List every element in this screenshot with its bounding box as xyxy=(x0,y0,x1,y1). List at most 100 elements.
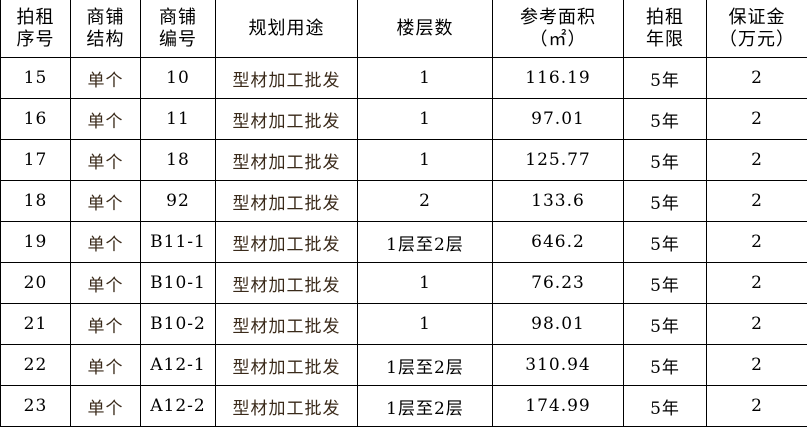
header-line-2: 年限 xyxy=(646,28,684,50)
cell-area: 646.2 xyxy=(492,221,624,263)
cell-lot-number: 17 xyxy=(0,139,71,181)
header-line-1: 商铺 xyxy=(159,6,197,28)
cell-structure: 单个 xyxy=(70,180,141,222)
cell-shop-number: B10-2 xyxy=(140,303,216,345)
header-term: 拍租 年限 xyxy=(623,0,707,58)
cell-planned-use: 型材加工批发 xyxy=(215,344,358,386)
header-shop-number: 商铺 编号 xyxy=(140,0,216,58)
cell-term: 5年 xyxy=(623,98,707,140)
cell-floors: 1 xyxy=(357,139,493,181)
cell-floors: 1 xyxy=(357,98,493,140)
cell-area: 116.19 xyxy=(492,57,624,99)
table-row: 18 单个 92 型材加工批发 2 133.6 5年 2 xyxy=(0,180,807,222)
cell-term: 5年 xyxy=(623,262,707,304)
cell-shop-number: A12-2 xyxy=(140,385,216,427)
cell-deposit: 2 xyxy=(706,57,807,99)
header-line-2: 编号 xyxy=(159,28,197,50)
cell-lot-number: 23 xyxy=(0,385,71,427)
table-row: 22 单个 A12-1 型材加工批发 1层至2层 310.94 5年 2 xyxy=(0,344,807,386)
cell-floors: 1层至2层 xyxy=(357,221,493,263)
cell-shop-number: B10-1 xyxy=(140,262,216,304)
header-lot-number: 拍租 序号 xyxy=(0,0,71,58)
cell-shop-number: 10 xyxy=(140,57,216,99)
header-line-2: 序号 xyxy=(16,28,55,50)
cell-floors: 1层至2层 xyxy=(357,344,493,386)
header-line-1: 规划用途 xyxy=(248,17,325,39)
cell-shop-number: B11-1 xyxy=(140,221,216,263)
cell-area: 98.01 xyxy=(492,303,624,345)
cell-structure: 单个 xyxy=(70,385,141,427)
cell-lot-number: 15 xyxy=(0,57,71,99)
cell-shop-number: 18 xyxy=(140,139,216,181)
cell-deposit: 2 xyxy=(706,221,807,263)
cell-lot-number: 21 xyxy=(0,303,71,345)
cell-structure: 单个 xyxy=(70,262,141,304)
cell-structure: 单个 xyxy=(70,139,141,181)
cell-planned-use: 型材加工批发 xyxy=(215,98,358,140)
cell-lot-number: 18 xyxy=(0,180,71,222)
cell-lot-number: 22 xyxy=(0,344,71,386)
cell-deposit: 2 xyxy=(706,385,807,427)
cell-area: 97.01 xyxy=(492,98,624,140)
header-line-1: 保证金 xyxy=(728,6,786,28)
cell-area: 174.99 xyxy=(492,385,624,427)
cell-area: 310.94 xyxy=(492,344,624,386)
cell-planned-use: 型材加工批发 xyxy=(215,303,358,345)
header-line-1: 楼层数 xyxy=(396,17,454,39)
cell-area: 76.23 xyxy=(492,262,624,304)
cell-planned-use: 型材加工批发 xyxy=(215,180,358,222)
table-row: 23 单个 A12-2 型材加工批发 1层至2层 174.99 5年 2 xyxy=(0,385,807,427)
header-line-2: 结构 xyxy=(86,28,125,50)
table-row: 17 单个 18 型材加工批发 1 125.77 5年 2 xyxy=(0,139,807,181)
cell-structure: 单个 xyxy=(70,98,141,140)
cell-planned-use: 型材加工批发 xyxy=(215,385,358,427)
table-row: 19 单个 B11-1 型材加工批发 1层至2层 646.2 5年 2 xyxy=(0,221,807,263)
cell-planned-use: 型材加工批发 xyxy=(215,57,358,99)
cell-floors: 1 xyxy=(357,303,493,345)
cell-floors: 2 xyxy=(357,180,493,222)
cell-term: 5年 xyxy=(623,221,707,263)
cell-deposit: 2 xyxy=(706,139,807,181)
header-floors: 楼层数 xyxy=(357,0,493,58)
cell-area: 125.77 xyxy=(492,139,624,181)
cell-shop-number: 11 xyxy=(140,98,216,140)
header-line-2: （㎡） xyxy=(529,28,587,50)
cell-term: 5年 xyxy=(623,57,707,99)
header-structure: 商铺 结构 xyxy=(70,0,141,58)
cell-shop-number: 92 xyxy=(140,180,216,222)
cell-term: 5年 xyxy=(623,139,707,181)
cell-shop-number: A12-1 xyxy=(140,344,216,386)
cell-planned-use: 型材加工批发 xyxy=(215,221,358,263)
cell-deposit: 2 xyxy=(706,262,807,304)
cell-term: 5年 xyxy=(623,180,707,222)
cell-floors: 1 xyxy=(357,57,493,99)
cell-term: 5年 xyxy=(623,303,707,345)
table-row: 16 单个 11 型材加工批发 1 97.01 5年 2 xyxy=(0,98,807,140)
header-deposit: 保证金 （万元） xyxy=(706,0,807,58)
cell-deposit: 2 xyxy=(706,344,807,386)
table-row: 21 单个 B10-2 型材加工批发 1 98.01 5年 2 xyxy=(0,303,807,345)
cell-deposit: 2 xyxy=(706,98,807,140)
table-row: 20 单个 B10-1 型材加工批发 1 76.23 5年 2 xyxy=(0,262,807,304)
cell-structure: 单个 xyxy=(70,57,141,99)
header-area: 参考面积 （㎡） xyxy=(492,0,624,58)
cell-term: 5年 xyxy=(623,385,707,427)
cell-structure: 单个 xyxy=(70,221,141,263)
cell-term: 5年 xyxy=(623,344,707,386)
cell-structure: 单个 xyxy=(70,344,141,386)
cell-lot-number: 16 xyxy=(0,98,71,140)
table-row: 15 单个 10 型材加工批发 1 116.19 5年 2 xyxy=(0,57,807,99)
cell-planned-use: 型材加工批发 xyxy=(215,262,358,304)
cell-area: 133.6 xyxy=(492,180,624,222)
cell-floors: 1层至2层 xyxy=(357,385,493,427)
header-line-1: 参考面积 xyxy=(520,6,596,28)
cell-structure: 单个 xyxy=(70,303,141,345)
header-line-1: 拍租 xyxy=(16,6,55,28)
cell-deposit: 2 xyxy=(706,180,807,222)
header-row: 拍租 序号 商铺 结构 商铺 编号 规划用途 楼层数 参考面积 （㎡） 拍租 年限 保证金 （万元） xyxy=(0,0,807,58)
cell-planned-use: 型材加工批发 xyxy=(215,139,358,181)
header-line-1: 拍租 xyxy=(646,6,684,28)
cell-deposit: 2 xyxy=(706,303,807,345)
header-planned-use: 规划用途 xyxy=(215,0,358,58)
